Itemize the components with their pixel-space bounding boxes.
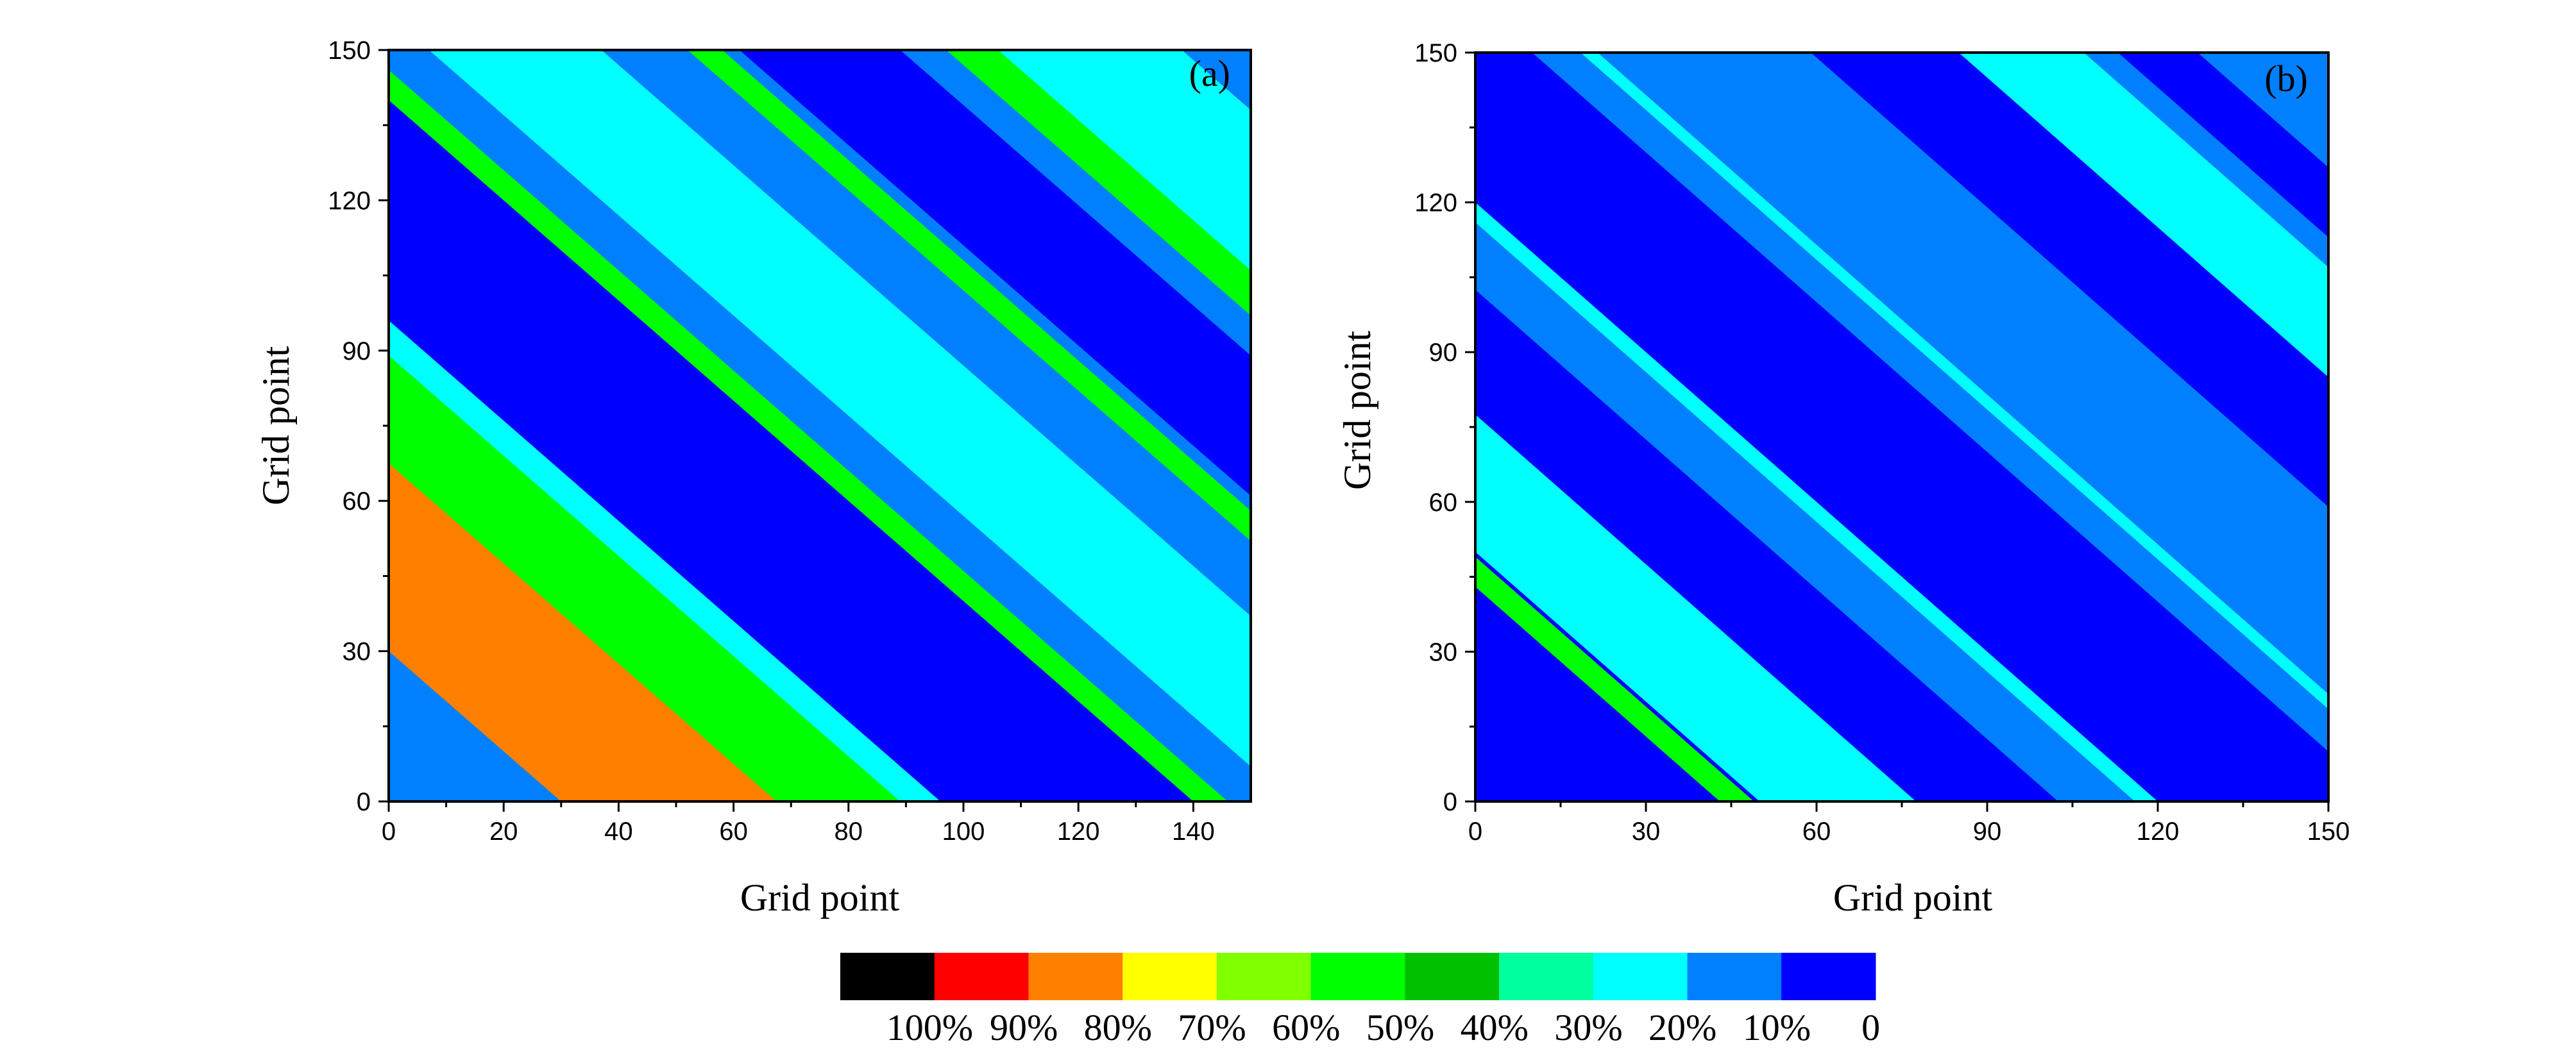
diagonal-band-a-6 <box>687 50 1251 541</box>
x-tick-label: 30 <box>1632 817 1661 846</box>
diagonal-band-a-5 <box>428 50 1251 767</box>
diagonal-band-b-6 <box>1580 53 2328 709</box>
y-tick-label: 0 <box>1443 788 1457 816</box>
x-tick-label: 120 <box>2137 817 2180 846</box>
x-tick-label: 150 <box>2307 817 2350 846</box>
y-tick-label: 150 <box>1414 39 1457 67</box>
x-tick-label: 90 <box>1973 817 2002 846</box>
heatmap-panel-a: 0 20 40 60 80 100 120 140 0 30 60 90 120 150 (a) Gri… <box>255 37 1252 919</box>
y-axis-ticks-b: 0 30 60 90 120 150 <box>1414 39 1475 816</box>
x-tick-label: 60 <box>1802 817 1831 846</box>
x-tick-label: 120 <box>1057 817 1100 846</box>
colorbar-label: 80% <box>1084 1007 1152 1048</box>
panel-label-a: (a) <box>1189 53 1230 94</box>
colorbar-label: 10% <box>1743 1007 1811 1048</box>
panel-label-b: (b) <box>2264 58 2308 99</box>
x-axis-title-a: Grid point <box>740 876 900 919</box>
y-axis-ticks-a: 0 30 60 90 120 150 <box>328 37 389 816</box>
colorbar-label: 20% <box>1648 1007 1716 1048</box>
colorbar-label: 30% <box>1554 1007 1622 1048</box>
y-tick-label: 120 <box>328 187 371 215</box>
colorbar-swatch <box>1310 953 1405 1000</box>
colorbar-swatch <box>1593 953 1688 1000</box>
heatmap-panel-b: 0 30 60 90 120 150 0 30 60 90 120 150 (b) Grid poi… <box>1336 39 2350 919</box>
colorbar-label: 90% <box>990 1007 1058 1048</box>
y-tick-label: 150 <box>328 37 371 65</box>
y-tick-label: 30 <box>343 638 371 666</box>
colorbar-swatch <box>1123 953 1217 1000</box>
diagonal-band-a-8 <box>946 50 1251 316</box>
x-axis-ticks-a: 0 20 40 60 80 100 120 140 <box>382 801 1215 846</box>
diagonal-band-a-7 <box>739 50 1251 496</box>
diagonal-band-b-3 <box>1475 289 2058 801</box>
diagonal-band-b-1 <box>1475 557 1754 801</box>
y-tick-label: 30 <box>1429 638 1458 666</box>
y-tick-label: 90 <box>1429 339 1458 367</box>
x-tick-label: 40 <box>604 817 633 846</box>
colorbar-swatch <box>840 953 935 1000</box>
x-tick-label: 20 <box>489 817 518 846</box>
diagonal-band-a-4 <box>389 70 1228 801</box>
x-tick-label: 100 <box>942 817 985 846</box>
colorbar-swatch <box>1499 953 1594 1000</box>
y-tick-label: 90 <box>343 337 371 365</box>
colorbar-swatch <box>1781 953 1876 1000</box>
colorbar-swatch <box>1405 953 1500 1000</box>
colorbar: 100% 90% 80% 70% 60% 50% 40% 30% 20% 10% 0 <box>840 953 1880 1048</box>
colorbar-swatch <box>1028 953 1123 1000</box>
diagonal-band-b-9 <box>2117 53 2328 238</box>
colorbar-label: 70% <box>1178 1007 1246 1048</box>
diagonal-band-a-3 <box>389 100 1194 801</box>
colorbar-swatch <box>1216 953 1312 1000</box>
y-tick-label: 0 <box>357 788 371 816</box>
diagonal-band-a-9 <box>997 50 1251 271</box>
diagonal-band-b-8 <box>1958 53 2328 378</box>
x-tick-label: 80 <box>835 817 863 846</box>
x-tick-label: 60 <box>719 817 748 846</box>
x-tick-label: 140 <box>1172 817 1215 846</box>
colorbar-labels: 100% 90% 80% 70% 60% 50% 40% 30% 20% 10% 0 <box>886 1007 1880 1048</box>
colorbar-swatches <box>840 953 1876 1000</box>
y-tick-label: 60 <box>1429 489 1458 517</box>
x-tick-label: 0 <box>1468 817 1482 846</box>
colorbar-label: 0 <box>1861 1007 1880 1048</box>
colorbar-swatch <box>1687 953 1782 1000</box>
x-tick-label: 0 <box>382 817 396 846</box>
y-tick-label: 60 <box>343 487 371 515</box>
colorbar-label: 50% <box>1366 1007 1434 1048</box>
heatmap-a-bands <box>389 50 1251 801</box>
x-axis-ticks-b: 0 30 60 90 120 150 <box>1468 801 2350 846</box>
diagonal-band-b-5 <box>1475 53 2328 801</box>
heatmap-b-bands <box>1475 53 2328 801</box>
colorbar-label: 60% <box>1272 1007 1340 1048</box>
colorbar-swatch <box>934 953 1029 1000</box>
y-axis-title-a: Grid point <box>255 346 297 506</box>
colorbar-label: 40% <box>1461 1007 1529 1048</box>
x-axis-title-b: Grid point <box>1833 876 1993 919</box>
y-tick-label: 120 <box>1414 189 1457 217</box>
colorbar-label: 100% <box>886 1007 973 1048</box>
y-axis-title-b: Grid point <box>1336 331 1378 490</box>
diagonal-band-b-7 <box>1811 53 2328 507</box>
